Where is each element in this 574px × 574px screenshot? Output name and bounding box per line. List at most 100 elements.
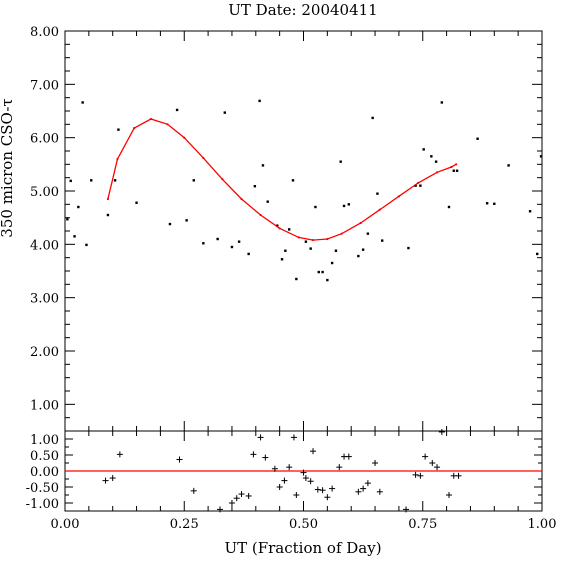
data-point	[223, 111, 226, 114]
chart-title: UT Date: 20040411	[228, 1, 377, 19]
residual-point	[293, 492, 300, 498]
data-point	[284, 249, 287, 252]
fit-curve-point	[240, 197, 243, 201]
data-point	[317, 270, 320, 274]
residual-point	[360, 485, 367, 492]
residual-point	[345, 453, 352, 460]
residual-point	[412, 471, 419, 478]
data-point	[419, 184, 422, 187]
residual-point	[372, 460, 379, 466]
data-point	[309, 247, 312, 250]
fit-curve-point	[311, 238, 315, 242]
residual-point	[355, 488, 362, 495]
data-point	[168, 222, 172, 226]
fit-curve-point	[166, 123, 169, 126]
data-point	[528, 210, 532, 213]
residual-point	[109, 475, 116, 482]
residual-point	[319, 487, 326, 494]
data-point	[447, 205, 451, 209]
residual-y-tick-label: 0.00	[30, 465, 59, 480]
residual-point	[364, 480, 371, 487]
main-y-tick-label: 2.00	[30, 345, 59, 360]
data-point	[230, 245, 234, 249]
residual-point	[276, 484, 283, 490]
fit-curve-point	[133, 126, 136, 130]
fit-curve-point	[359, 221, 362, 225]
main-y-tick-label: 3.00	[30, 292, 59, 307]
fit-curve-point	[297, 236, 300, 239]
residual-y-tick-label: -0.50	[26, 481, 59, 496]
data-point	[536, 252, 539, 256]
residual-point	[422, 453, 429, 460]
data-point	[85, 243, 88, 247]
data-point	[261, 164, 265, 167]
residual-y-ticks: -1.00-0.500.000.501.00	[26, 430, 542, 512]
residual-point	[310, 448, 317, 455]
data-point	[339, 160, 342, 163]
fit-curve-point	[106, 197, 110, 201]
data-point	[295, 277, 298, 281]
main-y-tick-label: 7.00	[30, 78, 59, 93]
data-point	[185, 219, 188, 222]
residual-point	[116, 451, 123, 458]
main-y-tick-label: 8.00	[30, 25, 59, 40]
residual-points	[102, 428, 462, 513]
residual-point	[329, 485, 336, 492]
fit-curve-point	[326, 237, 329, 241]
residual-point	[102, 477, 109, 484]
fit-curve-point	[221, 178, 224, 181]
x-tick-label: 0.75	[408, 517, 437, 532]
data-point	[280, 258, 284, 261]
data-point	[330, 261, 334, 265]
data-point	[106, 213, 110, 217]
main-fit-curve	[106, 117, 458, 242]
data-point	[81, 101, 84, 104]
fit-curve-point	[340, 232, 343, 235]
data-point	[304, 240, 308, 243]
x-tick-label: 0.25	[170, 517, 199, 532]
fit-curve-point	[397, 195, 400, 198]
x-tick-label: 1.00	[528, 517, 557, 532]
data-point	[73, 235, 76, 238]
data-point	[135, 201, 138, 204]
data-point	[347, 203, 351, 206]
residual-point	[176, 456, 183, 463]
data-point	[192, 179, 195, 182]
residual-point	[238, 491, 245, 498]
data-point	[258, 99, 261, 103]
data-point	[247, 252, 250, 256]
residual-point	[336, 464, 343, 471]
residual-point	[307, 478, 314, 485]
main-y-tick-label: 6.00	[30, 132, 59, 147]
data-point	[321, 270, 324, 274]
data-point	[117, 128, 120, 131]
data-point	[507, 164, 510, 167]
x-ticks: 0.00 0.25 0.50 0.75 1.00	[51, 31, 557, 532]
data-point	[77, 205, 80, 209]
data-point	[476, 137, 479, 140]
x-tick-label: 0.00	[51, 517, 80, 532]
fit-curve-point	[202, 156, 205, 160]
data-point	[376, 192, 379, 195]
residual-y-tick-label: -1.00	[26, 497, 59, 512]
residual-point	[233, 495, 240, 502]
data-point	[539, 155, 543, 158]
residual-point	[250, 451, 257, 458]
data-point	[216, 237, 219, 241]
residual-point	[434, 464, 441, 471]
data-point	[342, 204, 346, 208]
fit-curve-point	[149, 117, 152, 121]
data-point	[371, 116, 374, 120]
fit-curve-point	[450, 165, 453, 169]
data-point	[422, 148, 425, 151]
fit-curve-point	[378, 208, 381, 211]
data-point	[434, 160, 438, 163]
data-point	[69, 179, 72, 183]
data-point	[493, 202, 496, 205]
y-axis-label: 350 micron CSO-τ	[0, 98, 16, 237]
residual-point	[217, 506, 224, 513]
residual-point	[228, 500, 235, 506]
data-point	[202, 242, 205, 245]
data-point	[90, 179, 93, 182]
